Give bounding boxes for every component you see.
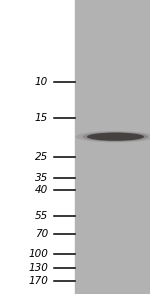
Text: 130: 130 xyxy=(28,263,48,273)
Ellipse shape xyxy=(76,131,150,143)
Text: 40: 40 xyxy=(35,185,48,195)
Text: 10: 10 xyxy=(35,77,48,87)
Text: 170: 170 xyxy=(28,276,48,286)
Text: 100: 100 xyxy=(28,249,48,259)
Text: 15: 15 xyxy=(35,113,48,123)
Ellipse shape xyxy=(87,133,144,141)
Text: 35: 35 xyxy=(35,173,48,183)
Ellipse shape xyxy=(83,132,148,141)
Text: 70: 70 xyxy=(35,229,48,239)
Text: 25: 25 xyxy=(35,152,48,162)
Text: 55: 55 xyxy=(35,211,48,221)
Bar xyxy=(75,0,150,294)
